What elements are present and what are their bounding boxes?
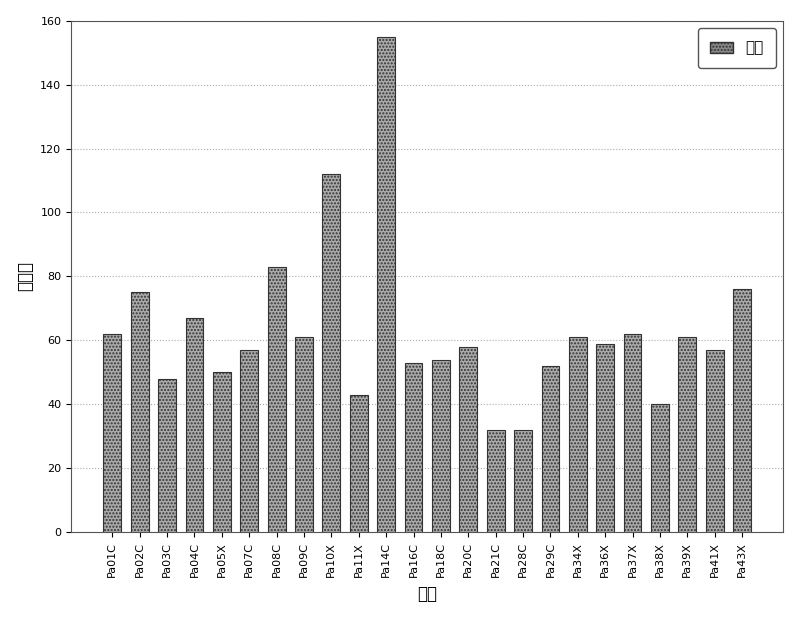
Bar (322, 174, 340, 532)
Bar (733, 289, 751, 532)
Bar (569, 337, 586, 532)
Bar (295, 337, 313, 532)
Bar (268, 267, 286, 532)
Bar (213, 373, 230, 532)
Y-axis label: 改变数: 改变数 (17, 262, 34, 291)
Bar (186, 318, 203, 532)
Bar (678, 337, 696, 532)
Bar (432, 360, 450, 532)
Bar (378, 37, 395, 532)
Bar (158, 379, 176, 532)
Bar (486, 430, 505, 532)
Bar (240, 350, 258, 532)
Bar (459, 347, 477, 532)
Bar (103, 334, 122, 532)
Bar (514, 430, 532, 532)
Bar (596, 343, 614, 532)
Bar (624, 334, 642, 532)
Bar (651, 404, 669, 532)
Bar (350, 395, 368, 532)
Bar (706, 350, 723, 532)
Legend: 缺失: 缺失 (698, 29, 776, 68)
Bar (131, 293, 149, 532)
X-axis label: 肿癌: 肿癌 (418, 585, 438, 603)
Bar (542, 366, 559, 532)
Bar (405, 363, 422, 532)
